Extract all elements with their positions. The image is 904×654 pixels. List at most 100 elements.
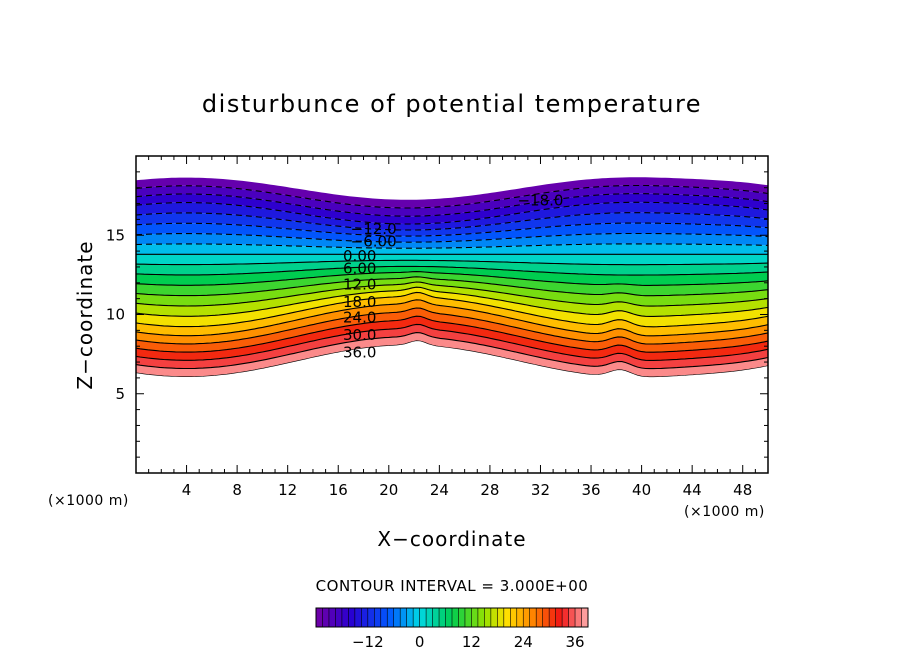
colorbar-cell [458, 608, 466, 627]
contour-line [136, 276, 768, 297]
colorbar-cell [348, 608, 356, 627]
colorbar-cell [322, 608, 330, 627]
contour-line [136, 201, 768, 225]
contour-line [136, 212, 768, 231]
contour-band [136, 316, 768, 361]
x-tick-label: 36 [581, 481, 600, 499]
contour-fill-bands [136, 177, 768, 377]
x-unit-label-left: (×1000 m) [48, 493, 129, 509]
colorbar-cell [581, 608, 589, 627]
colorbar-cell [568, 608, 576, 627]
colorbar [315, 607, 589, 628]
contour-band [136, 233, 768, 249]
x-tick-label: 8 [232, 481, 242, 499]
x-tick-labels: 4 8 12 16 20 24 28 32 36 40 44 48 [182, 481, 752, 499]
contour-label: 36.0 [343, 344, 376, 362]
colorbar-tick-label: 36 [566, 633, 585, 651]
contour-band [136, 324, 768, 369]
contour-band [136, 271, 768, 296]
contour-label: 24.0 [343, 309, 376, 327]
colorbar-cell [503, 608, 511, 627]
contour-label: −6.00 [351, 233, 397, 251]
x-tick-label: 4 [182, 481, 192, 499]
x-unit-label-right: (×1000 m) [684, 504, 765, 520]
contour-band [136, 185, 768, 217]
colorbar-cell [413, 608, 420, 627]
x-tick-label: 16 [329, 481, 348, 499]
colorbar-cell [452, 608, 459, 627]
colorbar-tick-label: −12 [352, 633, 384, 651]
x-tick-label: 28 [480, 481, 499, 499]
contour-band [136, 287, 768, 327]
y-tick-label: 15 [106, 226, 125, 244]
contour-label: 6.00 [343, 260, 376, 278]
colorbar-cell [367, 608, 375, 627]
x-tick-label: 48 [733, 481, 752, 499]
contour-band [136, 282, 768, 317]
contour-label: −12.0 [351, 220, 397, 238]
contour-line [136, 299, 768, 337]
x-tick-label: 40 [632, 481, 651, 499]
x-tick-label: 24 [430, 481, 449, 499]
colorbar-cell [393, 608, 401, 627]
colorbar-cell [439, 608, 446, 627]
contour-band [136, 202, 768, 230]
colorbar-cell [536, 608, 543, 627]
contour-band [136, 276, 768, 307]
contour-label: 12.0 [343, 275, 376, 293]
contour-line [136, 259, 768, 266]
chart-title: disturbunce of potential temperature [202, 90, 702, 118]
x-tick-label: 20 [379, 481, 398, 499]
contour-band [136, 193, 768, 224]
contour-band [136, 299, 768, 344]
colorbar-cell [387, 608, 394, 627]
colorbar-cell [464, 608, 472, 627]
colorbar-tick-labels: −12 0 12 24 36 [352, 633, 585, 651]
contour-line [136, 307, 768, 345]
contour-line [136, 271, 768, 286]
colorbar-cell [555, 608, 563, 627]
colorbar-cell [354, 608, 362, 627]
colorbar-cell [516, 608, 524, 627]
contour-line [136, 315, 768, 353]
contour-line [136, 265, 768, 276]
colorbar-cell [445, 608, 453, 627]
colorbar-cell [335, 608, 343, 627]
contour-lines [136, 184, 768, 378]
contour-line [136, 340, 768, 378]
contour-label: 0.00 [343, 247, 376, 265]
contour-label: −18.0 [517, 191, 563, 209]
contour-line [136, 332, 768, 370]
contour-line [136, 286, 768, 317]
contour-band [136, 308, 768, 353]
colorbar-cell [341, 608, 349, 627]
colorbar-frame [315, 607, 589, 628]
contour-band [136, 243, 768, 255]
colorbar-cell [419, 608, 427, 627]
contour-band [136, 332, 768, 377]
x-tick-label: 32 [531, 481, 550, 499]
colorbar-cell [477, 608, 485, 627]
y-tick-label: 5 [115, 385, 125, 403]
colorbar-cell [490, 608, 498, 627]
colorbar-cell [484, 608, 492, 627]
y-axis-label: Z−coordinate [73, 240, 97, 389]
contour-line [136, 193, 768, 217]
contour-line [136, 184, 768, 209]
contour-band [136, 260, 768, 276]
contour-line [136, 243, 768, 249]
x-axis-label: X−coordinate [377, 527, 526, 551]
contour-line [136, 291, 768, 328]
x-tick-label: 12 [278, 481, 297, 499]
colorbar-tick-label: 24 [514, 633, 533, 651]
colorbar-cell [529, 608, 537, 627]
contour-line [136, 222, 768, 237]
contour-band [136, 212, 768, 237]
colorbar-cell [471, 608, 479, 627]
colorbar-cell [400, 608, 407, 627]
colorbar-tick-label: 0 [415, 633, 425, 651]
contour-line [136, 323, 768, 361]
colorbar-cell [406, 608, 414, 627]
colorbar-cell [523, 608, 530, 627]
